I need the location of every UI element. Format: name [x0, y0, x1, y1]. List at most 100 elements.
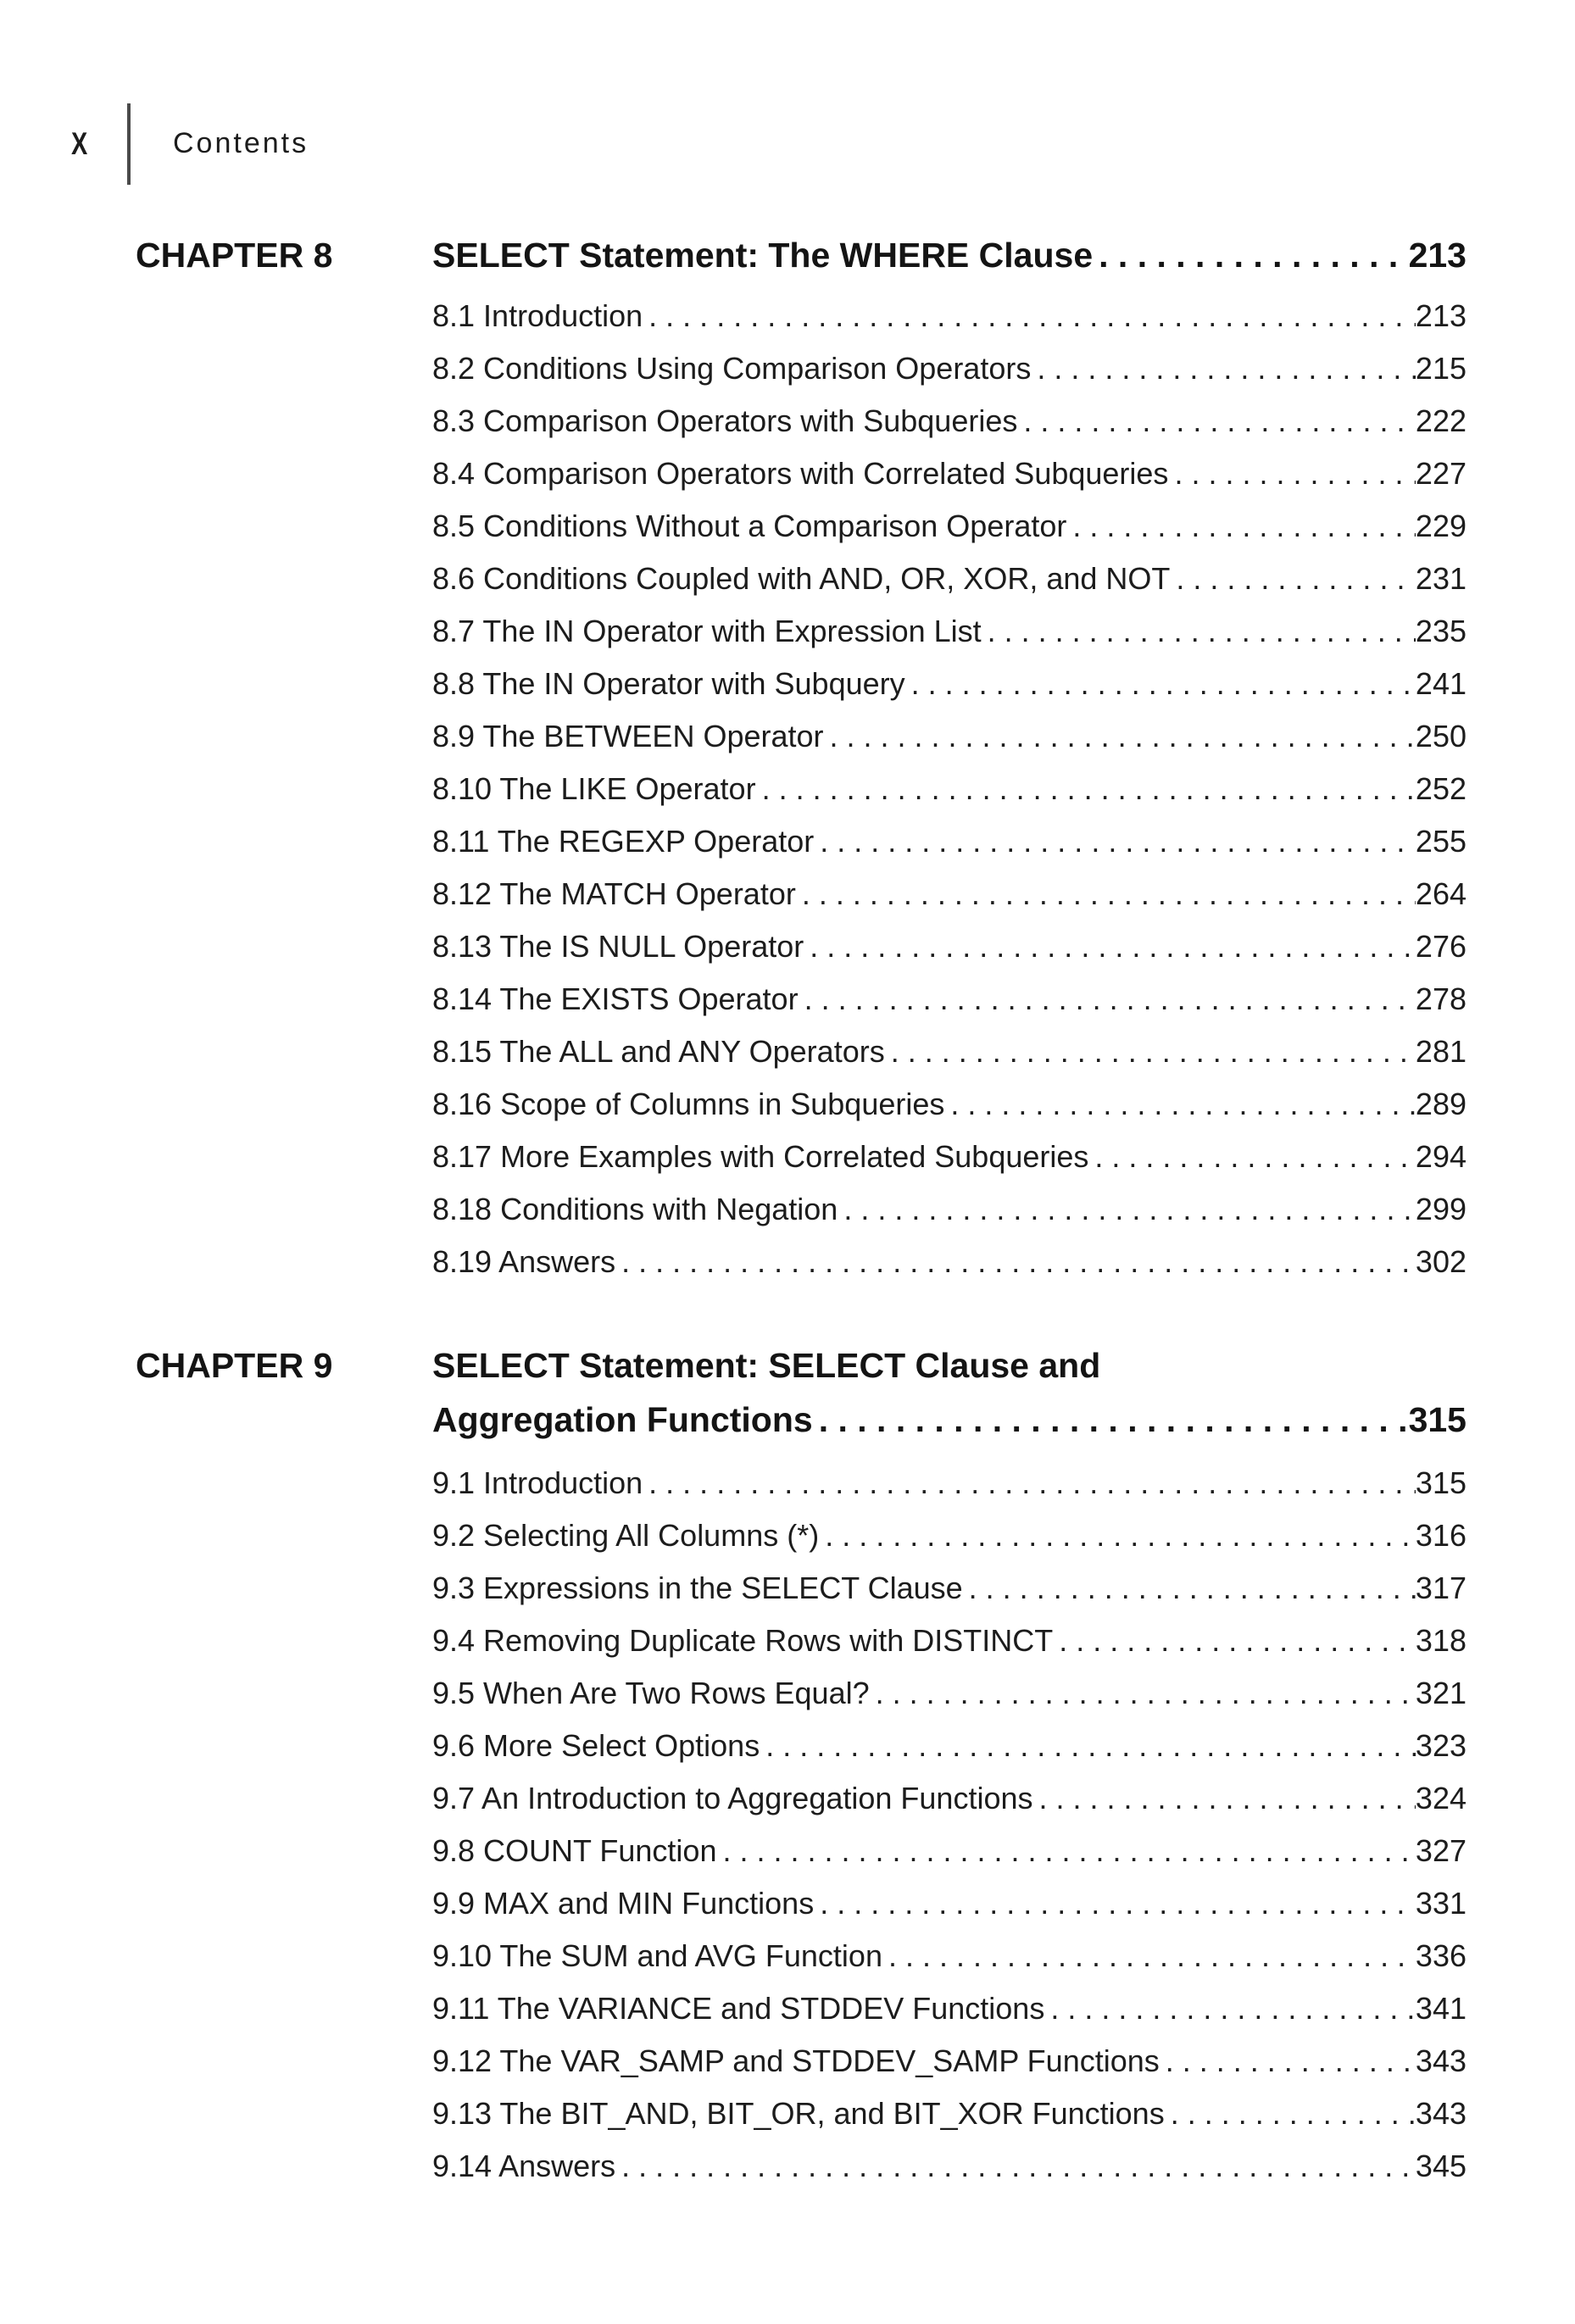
dot-leader [1066, 500, 1416, 553]
section-title: 8.1 Introduction [432, 298, 643, 333]
section-page-number: 341 [1415, 1991, 1466, 2026]
chapter-heading-row: CHAPTER 9 SELECT Statement: SELECT Clause… [136, 1339, 1466, 1392]
section-title: 9.5 When Are Two Rows Equal? [432, 1676, 870, 1710]
toc-entry: 8.2 Conditions Using Comparison Operator… [136, 342, 1466, 395]
section-line: 9.7 An Introduction to Aggregation Funct… [432, 1772, 1466, 1825]
section-title: 9.3 Expressions in the SELECT Clause [432, 1571, 963, 1605]
section-line: 9.5 When Are Two Rows Equal? 321 [432, 1667, 1466, 1720]
section-title: 9.12 The VAR_SAMP and STDDEV_SAMP Functi… [432, 2043, 1160, 2078]
section-title: 9.6 More Select Options [432, 1728, 760, 1763]
section-page-number: 235 [1415, 614, 1466, 648]
section-title: 9.1 Introduction [432, 1465, 643, 1500]
dot-leader [1044, 1982, 1416, 2035]
section-title: 8.7 The IN Operator with Expression List [432, 614, 982, 648]
toc-entry: 8.14 The EXISTS Operator 278 [136, 973, 1466, 1026]
section-title: 8.2 Conditions Using Comparison Operator… [432, 351, 1032, 386]
section-line: 8.13 The IS NULL Operator 276 [432, 920, 1466, 973]
toc-entry: 9.11 The VARIANCE and STDDEV Functions 34… [136, 1982, 1466, 2035]
section-page-number: 252 [1415, 771, 1466, 806]
section-title: 8.5 Conditions Without a Comparison Oper… [432, 509, 1067, 543]
section-title: 9.7 An Introduction to Aggregation Funct… [432, 1781, 1033, 1815]
toc-entry: 9.12 The VAR_SAMP and STDDEV_SAMP Functi… [136, 2035, 1466, 2088]
section-line: 9.9 MAX and MIN Functions 331 [432, 1877, 1466, 1930]
section-title: 8.18 Conditions with Negation [432, 1192, 838, 1226]
section-page-number: 345 [1415, 2149, 1466, 2183]
dot-leader [1017, 395, 1416, 448]
section-title: 9.9 MAX and MIN Functions [432, 1886, 815, 1921]
chapter-heading-row-continued: Aggregation Functions 315 [136, 1392, 1466, 1448]
section-title: 8.9 The BETWEEN Operator [432, 719, 824, 753]
toc-entry: 8.9 The BETWEEN Operator 250 [136, 710, 1466, 763]
toc-entry: 8.11 The REGEXP Operator 255 [136, 815, 1466, 868]
section-line: 8.3 Comparison Operators with Subqueries… [432, 395, 1466, 448]
dot-leader [1168, 448, 1415, 500]
toc-entry: 8.1 Introduction 213 [136, 290, 1466, 342]
dot-leader [814, 1877, 1416, 1930]
section-title: 9.8 COUNT Function [432, 1833, 717, 1868]
section-title: 8.10 The LIKE Operator [432, 771, 756, 806]
toc-entry: 8.8 The IN Operator with Subquery 241 [136, 658, 1466, 710]
chapter-page-number: 315 [1408, 1400, 1466, 1439]
section-page-number: 215 [1415, 351, 1466, 386]
toc-entry: 9.5 When Are Two Rows Equal? 321 [136, 1667, 1466, 1720]
section-page-number: 250 [1415, 719, 1466, 753]
section-title: 8.19 Answers [432, 1244, 616, 1279]
chapter-page-number: 213 [1408, 236, 1466, 275]
chapter-block: CHAPTER 8 SELECT Statement: The WHERE Cla… [136, 229, 1466, 1288]
section-title: 8.6 Conditions Coupled with AND, OR, XOR… [432, 561, 1171, 596]
section-line: 8.2 Conditions Using Comparison Operator… [432, 342, 1466, 395]
section-page-number: 289 [1415, 1087, 1466, 1121]
section-line: 8.5 Conditions Without a Comparison Oper… [432, 500, 1466, 553]
section-page-number: 324 [1415, 1781, 1466, 1815]
dot-leader [1093, 229, 1408, 281]
dot-leader [1160, 2035, 1416, 2088]
toc-entry: 8.17 More Examples with Correlated Subqu… [136, 1131, 1466, 1183]
section-line: 8.16 Scope of Columns in Subqueries 289 [432, 1078, 1466, 1131]
section-page-number: 227 [1415, 456, 1466, 491]
chapter-title-line: SELECT Statement: The WHERE Clause 213 [432, 229, 1466, 281]
section-line: 9.3 Expressions in the SELECT Clause 317 [432, 1562, 1466, 1615]
toc-entry: 9.7 An Introduction to Aggregation Funct… [136, 1772, 1466, 1825]
chapter-heading-row: CHAPTER 8 SELECT Statement: The WHERE Cla… [136, 229, 1466, 281]
section-title: 8.13 The IS NULL Operator [432, 929, 804, 964]
section-title: 8.16 Scope of Columns in Subqueries [432, 1087, 945, 1121]
section-line: 8.12 The MATCH Operator 264 [432, 868, 1466, 920]
dot-leader [870, 1667, 1416, 1720]
section-page-number: 315 [1415, 1465, 1466, 1500]
chapter-title-line: Aggregation Functions 315 [432, 1392, 1466, 1448]
section-title: 9.13 The BIT_AND, BIT_OR, and BIT_XOR Fu… [432, 2096, 1165, 2131]
section-line: 8.1 Introduction 213 [432, 290, 1466, 342]
chapter-title-line: SELECT Statement: SELECT Clause and [432, 1339, 1466, 1392]
dot-leader [1170, 553, 1416, 605]
section-title: 9.10 The SUM and AVG Function [432, 1938, 882, 1973]
section-title: 9.4 Removing Duplicate Rows with DISTINC… [432, 1623, 1054, 1658]
section-page-number: 318 [1415, 1623, 1466, 1658]
dot-leader [824, 710, 1416, 763]
section-title: 8.15 The ALL and ANY Operators [432, 1034, 885, 1069]
section-line: 9.13 The BIT_AND, BIT_OR, and BIT_XOR Fu… [432, 2088, 1466, 2140]
header-title: Contents [173, 127, 309, 159]
section-line: 9.12 The VAR_SAMP and STDDEV_SAMP Functi… [432, 2035, 1466, 2088]
section-page-number: 343 [1415, 2043, 1466, 2078]
section-page-number: 299 [1415, 1192, 1466, 1226]
section-title: 8.4 Comparison Operators with Correlated… [432, 456, 1169, 491]
toc-entry: 9.4 Removing Duplicate Rows with DISTINC… [136, 1615, 1466, 1667]
toc-entry: 9.3 Expressions in the SELECT Clause 317 [136, 1562, 1466, 1615]
section-page-number: 213 [1415, 298, 1466, 333]
section-line: 8.19 Answers 302 [432, 1236, 1466, 1288]
toc-entry: 8.19 Answers 302 [136, 1236, 1466, 1288]
section-page-number: 323 [1415, 1728, 1466, 1763]
section-line: 8.8 The IN Operator with Subquery 241 [432, 658, 1466, 710]
toc-entry: 8.12 The MATCH Operator 264 [136, 868, 1466, 920]
dot-leader [944, 1078, 1416, 1131]
toc-entry: 9.2 Selecting All Columns (*) 316 [136, 1509, 1466, 1562]
toc-entry: 9.1 Introduction 315 [136, 1457, 1466, 1509]
section-line: 9.1 Introduction 315 [432, 1457, 1466, 1509]
folio-page-number: X [71, 126, 88, 161]
section-line: 9.6 More Select Options 323 [432, 1720, 1466, 1772]
toc-entry: 8.10 The LIKE Operator 252 [136, 763, 1466, 815]
dot-leader [814, 815, 1416, 868]
toc-entry: 8.3 Comparison Operators with Subqueries… [136, 395, 1466, 448]
section-line: 9.14 Answers 345 [432, 2140, 1466, 2193]
